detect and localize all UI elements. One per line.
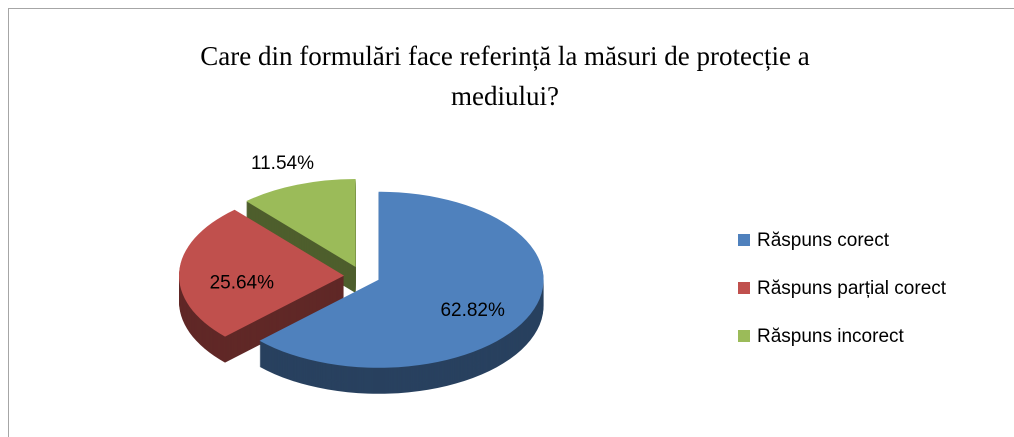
data-label: 62.82% (440, 300, 505, 321)
legend-label: Răspuns corect (757, 230, 890, 251)
slice (179, 209, 345, 337)
legend-swatch (738, 282, 750, 294)
slice (246, 179, 356, 268)
chart-border (8, 8, 1014, 437)
slice (259, 191, 544, 368)
legend-label: Răspuns incorect (757, 326, 905, 347)
legend-label: Răspuns parțial corect (757, 278, 947, 299)
data-label: 11.54% (251, 153, 314, 174)
data-label: 25.64% (210, 272, 275, 293)
legend-swatch (738, 234, 750, 246)
legend-swatch (738, 330, 750, 342)
chart-title: Care din formulări face referință la măs… (200, 41, 810, 111)
